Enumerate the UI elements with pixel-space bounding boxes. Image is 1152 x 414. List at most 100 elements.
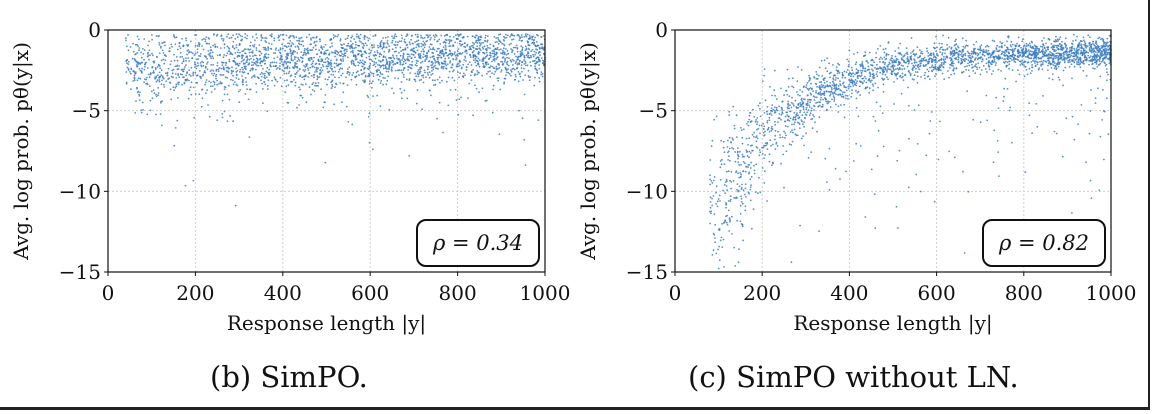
data-point	[322, 65, 325, 68]
data-point	[1077, 51, 1079, 53]
data-point	[745, 149, 748, 152]
data-point	[181, 37, 184, 40]
data-point	[416, 49, 419, 52]
data-point	[1077, 59, 1080, 62]
data-point	[516, 63, 519, 66]
data-point	[981, 53, 984, 56]
data-point	[919, 55, 922, 57]
data-point	[331, 45, 334, 47]
data-point	[1000, 70, 1002, 72]
data-point	[355, 58, 358, 60]
data-point	[1011, 59, 1013, 61]
data-point	[152, 70, 155, 72]
data-point	[844, 76, 847, 79]
data-point	[415, 59, 418, 62]
data-point	[538, 77, 541, 79]
data-point	[511, 38, 513, 41]
data-point	[813, 99, 816, 101]
data-point	[741, 183, 743, 186]
data-point	[326, 67, 329, 70]
data-point	[477, 53, 480, 55]
data-point	[245, 56, 248, 58]
data-point	[835, 66, 838, 68]
data-point	[823, 79, 825, 82]
data-point	[198, 55, 200, 57]
data-point	[989, 55, 992, 57]
data-point	[453, 36, 455, 38]
data-point	[386, 39, 389, 42]
data-point	[712, 249, 715, 252]
data-point	[1060, 44, 1063, 47]
data-point	[845, 89, 848, 92]
data-point	[733, 196, 736, 199]
data-point	[346, 50, 348, 53]
data-point	[245, 84, 248, 86]
data-point	[539, 51, 541, 53]
data-point	[868, 87, 871, 90]
data-point	[393, 43, 396, 46]
data-point	[759, 115, 762, 118]
data-point	[356, 70, 359, 73]
data-point	[411, 34, 413, 37]
data-point	[266, 88, 269, 90]
data-point	[395, 46, 397, 49]
data-point	[820, 94, 822, 96]
data-point	[263, 81, 266, 83]
data-point	[753, 172, 756, 175]
data-point	[1009, 57, 1011, 60]
data-point	[723, 266, 725, 268]
data-point	[470, 48, 472, 51]
data-point	[785, 150, 788, 153]
data-point	[188, 60, 191, 62]
data-point	[158, 42, 161, 44]
data-point	[466, 52, 468, 55]
data-point	[1025, 69, 1028, 71]
data-point	[1041, 40, 1043, 42]
data-point	[138, 47, 141, 49]
data-point	[422, 40, 425, 43]
data-point	[1042, 95, 1044, 97]
data-point	[481, 74, 483, 77]
data-point	[216, 46, 219, 48]
data-point	[150, 90, 153, 93]
data-point	[786, 93, 789, 96]
data-point	[269, 61, 272, 64]
data-point	[436, 78, 439, 81]
data-point	[786, 125, 789, 128]
data-point	[315, 40, 318, 43]
data-point	[255, 57, 258, 60]
data-point	[236, 84, 239, 87]
data-point	[336, 35, 338, 38]
data-point	[943, 55, 945, 58]
data-point	[1094, 97, 1097, 99]
data-point	[899, 42, 901, 45]
data-point	[324, 78, 327, 80]
data-point	[511, 68, 514, 70]
data-point	[919, 59, 922, 62]
data-point	[491, 50, 494, 52]
data-point	[1092, 67, 1094, 70]
data-point	[847, 98, 849, 100]
data-point	[438, 38, 441, 41]
data-point	[1001, 42, 1004, 44]
data-point	[758, 154, 761, 157]
data-point	[282, 38, 285, 41]
data-point	[392, 92, 395, 94]
data-point	[733, 127, 736, 130]
data-point	[941, 46, 943, 48]
data-point	[352, 60, 355, 63]
data-point	[400, 81, 403, 83]
data-point	[465, 66, 468, 69]
data-point	[737, 154, 740, 157]
data-point	[197, 58, 200, 60]
data-point	[756, 123, 758, 126]
data-point	[739, 127, 742, 129]
data-point	[764, 99, 767, 102]
data-point	[419, 56, 422, 58]
data-point	[434, 64, 436, 67]
data-point	[850, 73, 853, 75]
data-point	[177, 68, 180, 70]
data-point	[523, 56, 526, 59]
data-point	[464, 74, 466, 76]
data-point	[493, 57, 496, 60]
